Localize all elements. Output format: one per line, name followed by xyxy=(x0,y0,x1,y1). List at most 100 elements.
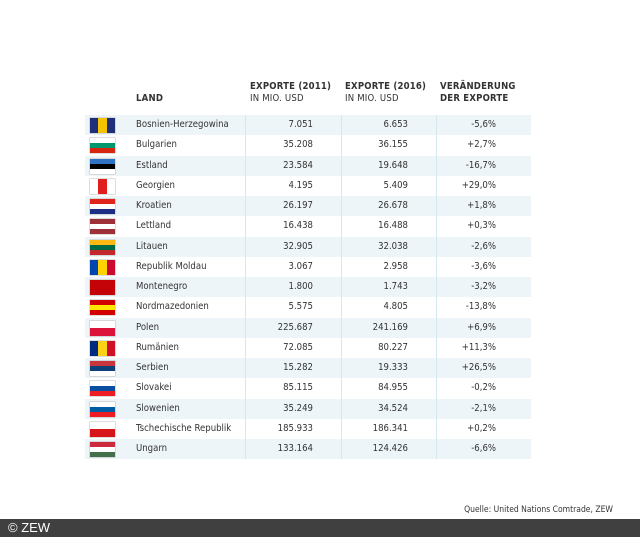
header-exports-2011-title: EXPORTE (2011) xyxy=(250,81,332,92)
country-name: Kroatien xyxy=(136,200,172,211)
exports-2011: 7.051 xyxy=(288,119,313,130)
exports-2011: 26.197 xyxy=(283,200,313,211)
export-change: -2,1% xyxy=(471,402,496,414)
export-change: +26,5% xyxy=(461,362,496,373)
export-change: +1,8% xyxy=(467,200,496,211)
exports-2011: 32.905 xyxy=(283,240,313,252)
flag-icon xyxy=(90,158,115,174)
header-exports-2016-title: EXPORTE (2016) xyxy=(345,81,427,92)
export-change: -16,7% xyxy=(465,159,496,171)
country-name: Tschechische Republik xyxy=(136,422,232,434)
exports-2011: 35.249 xyxy=(283,402,313,414)
table-row: Rumänien 72.085 80.227 +11,3% xyxy=(85,338,531,358)
exports-2016: 6.653 xyxy=(383,119,408,130)
flag-icon xyxy=(90,361,115,376)
exports-2011: 1.800 xyxy=(288,281,313,292)
flag-icon xyxy=(90,340,115,356)
exports-2016: 84.955 xyxy=(378,382,408,394)
exports-2011: 133.164 xyxy=(277,443,313,454)
header-land: LAND xyxy=(136,93,164,104)
country-name: Bulgarien xyxy=(136,139,177,151)
country-name: Rumänien xyxy=(136,341,179,353)
flag-icon xyxy=(90,381,115,397)
country-name: Republik Moldau xyxy=(136,260,207,272)
table-row: Slovakei 85.115 84.955 -0,2% xyxy=(85,378,531,398)
country-name: Montenegro xyxy=(136,281,188,292)
table-row: Georgien 4.195 5.409 +29,0% xyxy=(85,176,531,196)
flag-icon xyxy=(90,178,115,194)
exports-2016: 19.333 xyxy=(378,362,408,373)
exports-2011: 85.115 xyxy=(283,382,313,394)
table-row: Slowenien 35.249 34.524 -2,1% xyxy=(85,398,531,419)
flag-icon xyxy=(90,320,115,336)
exports-2016: 2.958 xyxy=(383,260,408,272)
header-exports-2016-unit: IN MIO. USD xyxy=(345,93,399,104)
header-exports-2011-unit: IN MIO. USD xyxy=(250,93,304,104)
exports-2011: 16.438 xyxy=(283,220,313,232)
flag-icon xyxy=(90,259,115,275)
export-change: +11,3% xyxy=(461,341,496,353)
exports-2016: 16.488 xyxy=(378,220,408,232)
exports-2016: 32.038 xyxy=(378,240,408,252)
export-change: +0,2% xyxy=(467,422,496,434)
country-name: Lettland xyxy=(136,220,172,232)
country-name: Polen xyxy=(136,321,160,333)
flag-icon xyxy=(90,280,115,295)
column-divider xyxy=(436,115,437,459)
export-change: -3,2% xyxy=(471,281,496,292)
exports-2011: 4.195 xyxy=(288,179,313,191)
copyright-text: © ZEW xyxy=(8,520,51,535)
export-change: -5,6% xyxy=(471,119,496,130)
header-change-line2: DER EXPORTE xyxy=(440,93,509,104)
flag-icon xyxy=(90,300,115,316)
export-change: +0,3% xyxy=(467,220,496,232)
country-name: Estland xyxy=(136,159,168,171)
table-row: Montenegro 1.800 1.743 -3,2% xyxy=(85,277,531,298)
flag-icon xyxy=(90,442,115,457)
source-note: Quelle: United Nations Comtrade, ZEW xyxy=(464,505,613,515)
table-row: Kroatien 26.197 26.678 +1,8% xyxy=(85,196,531,217)
column-divider xyxy=(245,115,246,459)
export-change: -2,6% xyxy=(471,240,496,252)
copyright-bar: © ZEW xyxy=(0,519,640,537)
flag-icon xyxy=(90,239,115,255)
table-row: Ungarn 133.164 124.426 -6,6% xyxy=(85,439,531,460)
table-row: Tschechische Republik 185.933 186.341 +0,2% xyxy=(85,419,531,439)
export-change: -13,8% xyxy=(465,301,496,313)
export-change: +2,7% xyxy=(467,139,496,151)
country-name: Nordmazedonien xyxy=(136,301,209,313)
table-row: Estland 23.584 19.648 -16,7% xyxy=(85,155,531,176)
exports-table: Bosnien-Herzegowina 7.051 6.653 -5,6% Bulgar… xyxy=(85,115,531,460)
export-change: -6,6% xyxy=(471,443,496,454)
table-row: Republik Moldau 3.067 2.958 -3,6% xyxy=(85,257,531,277)
exports-2016: 19.648 xyxy=(378,159,408,171)
table-row: Polen 225.687 241.169 +6,9% xyxy=(85,317,531,338)
exports-2016: 26.678 xyxy=(378,200,408,211)
exports-2011: 23.584 xyxy=(283,159,313,171)
table-row: Lettland 16.438 16.488 +0,3% xyxy=(85,216,531,236)
header-exports-2016: EXPORTE (2016) IN MIO. USD xyxy=(345,81,426,105)
flag-icon xyxy=(90,421,115,437)
table-row: Nordmazedonien 5.575 4.805 -13,8% xyxy=(85,297,531,317)
exports-2016: 241.169 xyxy=(372,321,408,333)
header-change: VERÄNDERUNG DER EXPORTE xyxy=(440,81,516,105)
country-name: Georgien xyxy=(136,179,175,191)
table-row: Serbien 15.282 19.333 +26,5% xyxy=(85,358,531,379)
flag-icon xyxy=(90,401,115,417)
export-change: +6,9% xyxy=(467,321,496,333)
country-name: Serbien xyxy=(136,362,169,373)
exports-2011: 5.575 xyxy=(288,301,313,313)
country-name: Bosnien-Herzegowina xyxy=(136,119,229,130)
export-change: -3,6% xyxy=(471,260,496,272)
exports-2016: 80.227 xyxy=(378,341,408,353)
flag-icon xyxy=(90,138,115,154)
exports-2016: 36.155 xyxy=(378,139,408,151)
table-row: Litauen 32.905 32.038 -2,6% xyxy=(85,236,531,257)
exports-2016: 4.805 xyxy=(383,301,408,313)
country-name: Slovakei xyxy=(136,382,172,394)
country-name: Litauen xyxy=(136,240,168,252)
flag-icon xyxy=(90,199,115,214)
export-change: -0,2% xyxy=(471,382,496,394)
column-divider xyxy=(341,115,342,459)
exports-2011: 185.933 xyxy=(277,422,313,434)
